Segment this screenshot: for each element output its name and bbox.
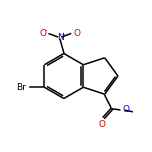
Text: O: O (98, 120, 105, 129)
Text: Br: Br (16, 83, 26, 92)
Text: +: + (61, 32, 66, 37)
Text: -: - (44, 27, 47, 33)
Text: O: O (123, 105, 130, 114)
Text: O: O (39, 29, 46, 38)
Text: N: N (57, 33, 63, 42)
Text: O: O (73, 29, 80, 38)
